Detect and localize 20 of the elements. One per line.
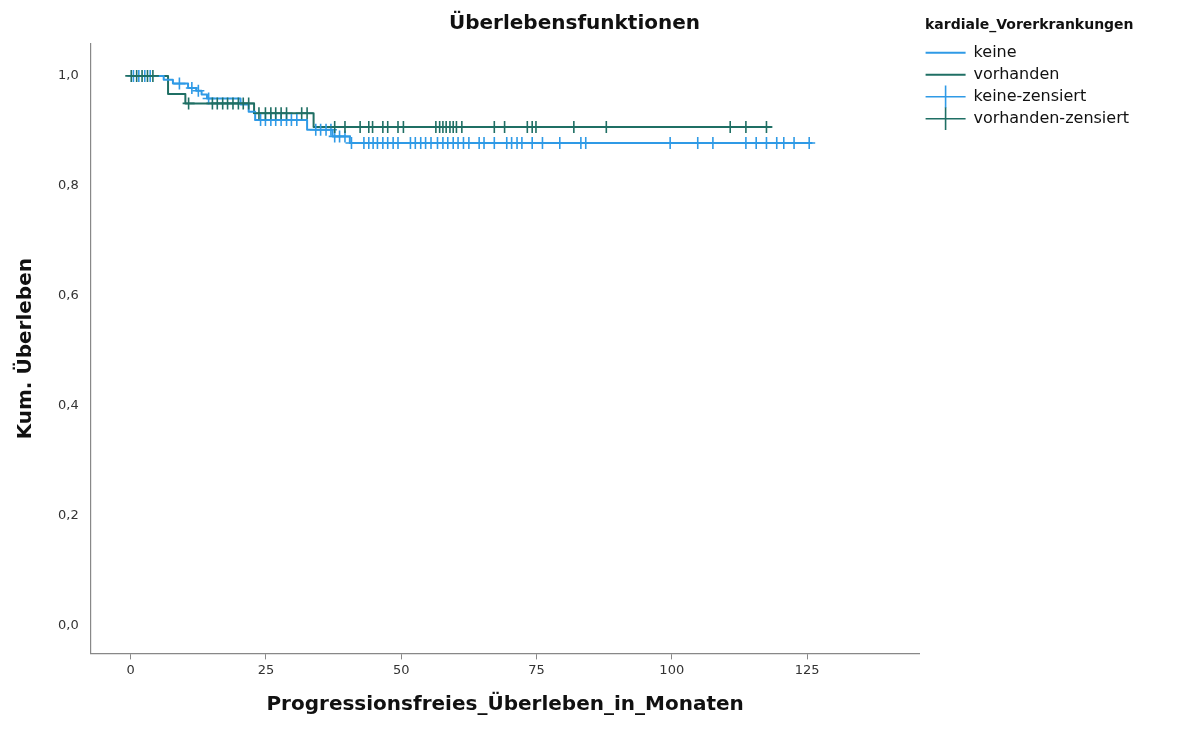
x-tick-label: 25 xyxy=(257,661,275,677)
x-tick-label: 0 xyxy=(126,661,135,677)
legend-label: vorhanden xyxy=(973,63,1060,83)
legend-label: vorhanden-zensiert xyxy=(973,107,1130,127)
x-tick-label: 100 xyxy=(659,661,685,677)
y-tick-label: 1,0 xyxy=(57,67,79,83)
x-tick-label: 75 xyxy=(528,661,545,677)
y-axis-title: Kum. Überleben xyxy=(12,258,37,440)
y-tick-label: 0,6 xyxy=(57,287,79,303)
x-tick-label: 50 xyxy=(392,661,410,677)
chart-title: Überlebensfunktionen xyxy=(448,10,701,35)
legend-label: keine-zensiert xyxy=(973,85,1087,105)
legend-title: kardiale_Vorerkrankungen xyxy=(925,15,1134,33)
y-tick-label: 0,4 xyxy=(57,397,79,413)
x-tick-label: 125 xyxy=(794,661,820,677)
x-axis-title: Progressionsfreies_Überleben_in_Monaten xyxy=(266,691,744,716)
y-tick-label: 0,0 xyxy=(57,617,79,633)
legend-label: keine xyxy=(973,41,1017,61)
y-tick-label: 0,2 xyxy=(57,507,79,523)
y-tick-label: 0,8 xyxy=(57,177,79,193)
